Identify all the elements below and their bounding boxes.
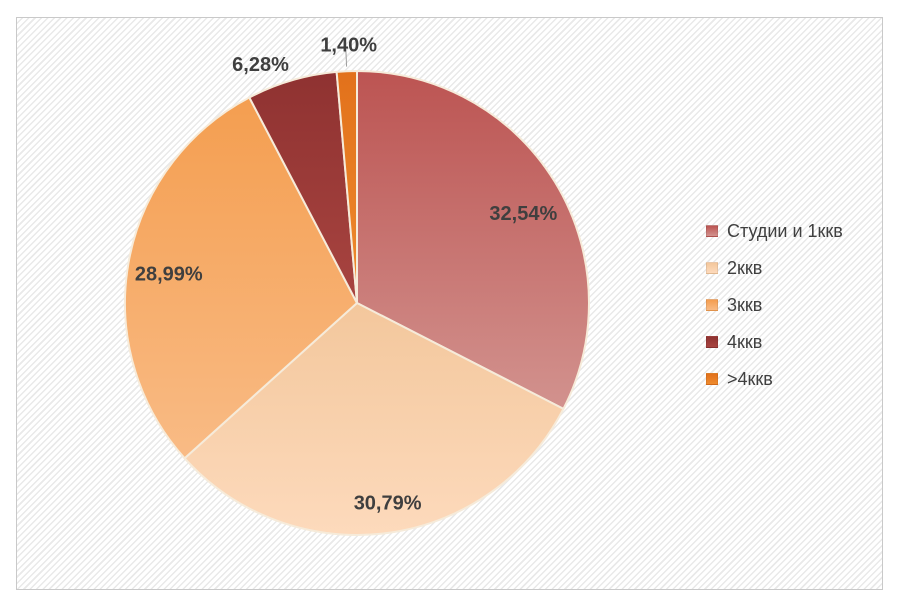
slice-value-label-2: 30,79% [354,493,422,515]
legend-item-4: 4ккв [706,331,843,353]
legend-swatch-icon [706,262,718,274]
legend-swatch-icon [706,336,718,348]
legend-item-3: 3ккв [706,294,843,316]
leader-line [345,51,348,67]
legend-item-1: Студии и 1ккв [706,220,843,242]
legend-label: 2ккв [727,258,763,278]
legend-swatch-icon [706,299,718,311]
slice-value-label-5: 1,40% [320,35,377,57]
legend-label: 4ккв [727,332,763,352]
slice-value-label-4: 6,28% [232,54,289,76]
legend-swatch-icon [706,225,718,237]
legend-swatch-icon [706,373,718,385]
pie-slice-3 [124,96,358,460]
legend-label: >4ккв [727,369,773,389]
pie-slice-5 [335,70,358,304]
slice-value-label-3: 28,99% [135,263,203,285]
legend-item-2: 2ккв [706,257,843,279]
legend-label: Студии и 1ккв [727,221,843,241]
slice-value-label-1: 32,54% [489,203,557,225]
legend: Студии и 1ккв 2ккв 3ккв 4ккв >4ккв [706,220,843,390]
legend-label: 3ккв [727,295,763,315]
pie-slice-2 [183,302,565,536]
pie-slice-1 [356,70,590,410]
legend-item-5: >4ккв [706,368,843,390]
